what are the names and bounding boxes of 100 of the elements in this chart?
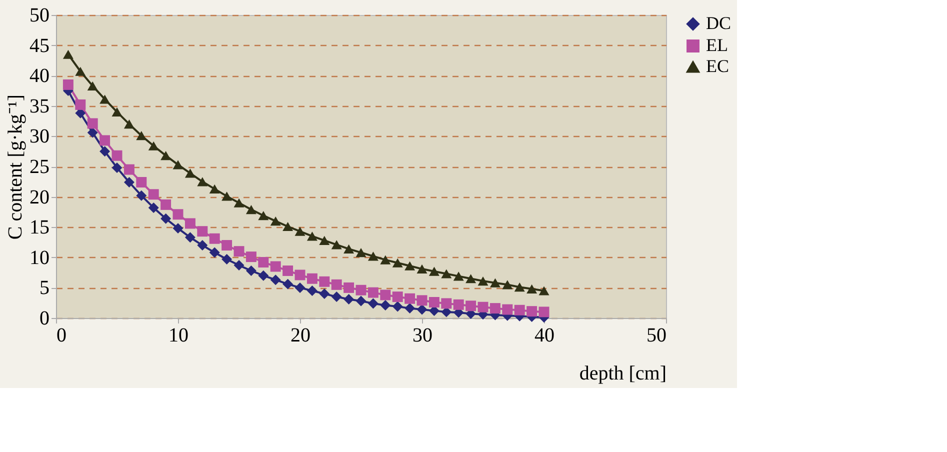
point bbox=[344, 244, 354, 254]
point bbox=[75, 99, 86, 110]
point bbox=[416, 295, 428, 306]
point bbox=[453, 299, 464, 310]
point bbox=[270, 216, 281, 226]
x-axis-title: depth [cm] bbox=[579, 362, 666, 384]
point bbox=[148, 189, 159, 200]
y-tick-label: 20 bbox=[30, 186, 50, 208]
y-tick-label: 15 bbox=[30, 216, 50, 239]
point bbox=[270, 274, 281, 286]
point bbox=[282, 265, 294, 276]
point bbox=[368, 252, 378, 261]
point bbox=[331, 292, 342, 302]
point bbox=[172, 209, 184, 220]
point bbox=[428, 297, 440, 308]
point bbox=[136, 190, 147, 201]
point bbox=[306, 232, 318, 241]
point bbox=[124, 177, 134, 188]
point bbox=[380, 255, 391, 264]
point bbox=[356, 284, 366, 296]
point bbox=[148, 202, 159, 213]
point bbox=[209, 247, 220, 258]
point bbox=[466, 274, 476, 284]
x-tick-label: 50 bbox=[646, 324, 666, 346]
point bbox=[222, 254, 232, 264]
point bbox=[197, 226, 208, 237]
point bbox=[538, 286, 550, 296]
point bbox=[222, 192, 232, 201]
point bbox=[222, 240, 232, 251]
point bbox=[87, 118, 98, 129]
point bbox=[270, 261, 281, 272]
point bbox=[124, 164, 134, 175]
point bbox=[526, 306, 538, 317]
point bbox=[160, 199, 172, 210]
point bbox=[172, 160, 184, 170]
point bbox=[404, 293, 416, 304]
point bbox=[112, 107, 122, 116]
point bbox=[356, 296, 366, 306]
point bbox=[246, 204, 256, 214]
point bbox=[306, 285, 318, 296]
legend-label: DC bbox=[706, 13, 732, 33]
point bbox=[100, 146, 110, 157]
point bbox=[526, 284, 538, 294]
legend-label: EC bbox=[706, 56, 730, 76]
point bbox=[209, 233, 220, 244]
x-tick-label: 20 bbox=[290, 324, 310, 346]
point bbox=[368, 298, 378, 309]
point bbox=[392, 258, 403, 268]
point bbox=[380, 300, 391, 311]
y-tick-label: 25 bbox=[30, 156, 50, 178]
y-tick-label: 40 bbox=[30, 65, 50, 88]
point bbox=[478, 302, 488, 312]
point bbox=[356, 248, 366, 258]
point bbox=[136, 131, 147, 140]
point bbox=[234, 198, 244, 208]
x-tick-label: 30 bbox=[412, 324, 432, 346]
point bbox=[100, 135, 110, 146]
point bbox=[416, 304, 428, 315]
point bbox=[490, 278, 500, 288]
point bbox=[441, 269, 452, 278]
point bbox=[319, 236, 330, 245]
y-tick-label: 5 bbox=[40, 277, 50, 300]
point bbox=[490, 303, 500, 314]
point bbox=[344, 282, 354, 293]
x-tick-label: 40 bbox=[534, 324, 554, 346]
point bbox=[514, 282, 525, 292]
x-tick-label: 0 bbox=[56, 324, 66, 346]
y-tick-label: 45 bbox=[30, 34, 50, 57]
point bbox=[148, 141, 159, 150]
point bbox=[502, 280, 513, 290]
point bbox=[466, 300, 476, 312]
point bbox=[294, 226, 306, 236]
point bbox=[453, 272, 464, 281]
point bbox=[258, 270, 269, 281]
point bbox=[404, 303, 416, 314]
point bbox=[172, 223, 184, 234]
point bbox=[246, 265, 256, 276]
point bbox=[75, 66, 86, 76]
point bbox=[282, 222, 294, 232]
point bbox=[124, 120, 134, 129]
point bbox=[62, 50, 74, 59]
x-tick-label: 10 bbox=[168, 324, 188, 346]
point bbox=[62, 79, 74, 90]
point bbox=[184, 218, 196, 229]
y-tick-label: 0 bbox=[40, 308, 50, 330]
point bbox=[112, 162, 122, 173]
point bbox=[87, 127, 98, 138]
y-tick-label: 30 bbox=[30, 126, 50, 148]
y-tick-label: 35 bbox=[30, 95, 50, 118]
point bbox=[319, 276, 330, 287]
point bbox=[234, 260, 244, 271]
point bbox=[87, 81, 98, 90]
point bbox=[344, 294, 354, 304]
point bbox=[428, 266, 440, 276]
y-tick-label: 50 bbox=[30, 4, 50, 26]
point bbox=[100, 94, 110, 104]
point bbox=[392, 292, 403, 302]
point bbox=[502, 304, 513, 315]
point bbox=[160, 151, 172, 160]
point bbox=[209, 184, 220, 194]
